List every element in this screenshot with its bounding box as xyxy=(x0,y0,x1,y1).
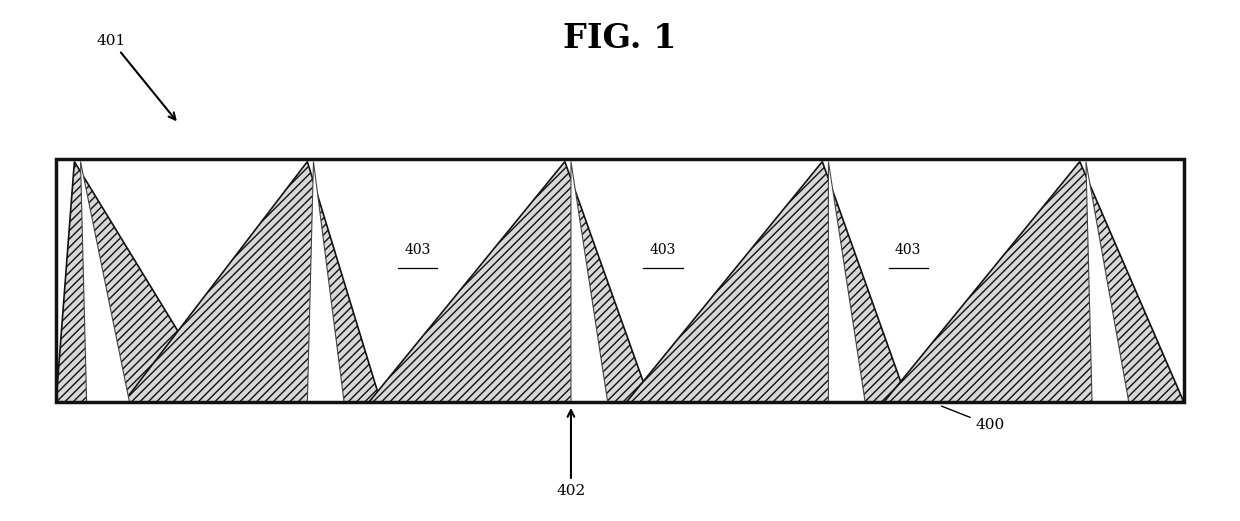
Text: 400: 400 xyxy=(941,406,1004,432)
Polygon shape xyxy=(308,162,345,403)
Text: 403: 403 xyxy=(650,243,676,257)
Polygon shape xyxy=(626,162,908,403)
Polygon shape xyxy=(56,162,222,403)
Text: 401: 401 xyxy=(97,33,175,120)
Polygon shape xyxy=(570,162,608,403)
Polygon shape xyxy=(368,162,651,403)
Text: 402: 402 xyxy=(557,410,585,498)
Text: FIG. 1: FIG. 1 xyxy=(563,22,677,55)
Polygon shape xyxy=(1086,162,1128,403)
Polygon shape xyxy=(828,162,866,403)
Bar xyxy=(56,159,1184,403)
Text: 403: 403 xyxy=(895,243,921,257)
Polygon shape xyxy=(884,162,1184,403)
Text: 403: 403 xyxy=(404,243,430,257)
Bar xyxy=(56,159,1184,403)
Polygon shape xyxy=(124,162,381,403)
Polygon shape xyxy=(81,162,129,403)
